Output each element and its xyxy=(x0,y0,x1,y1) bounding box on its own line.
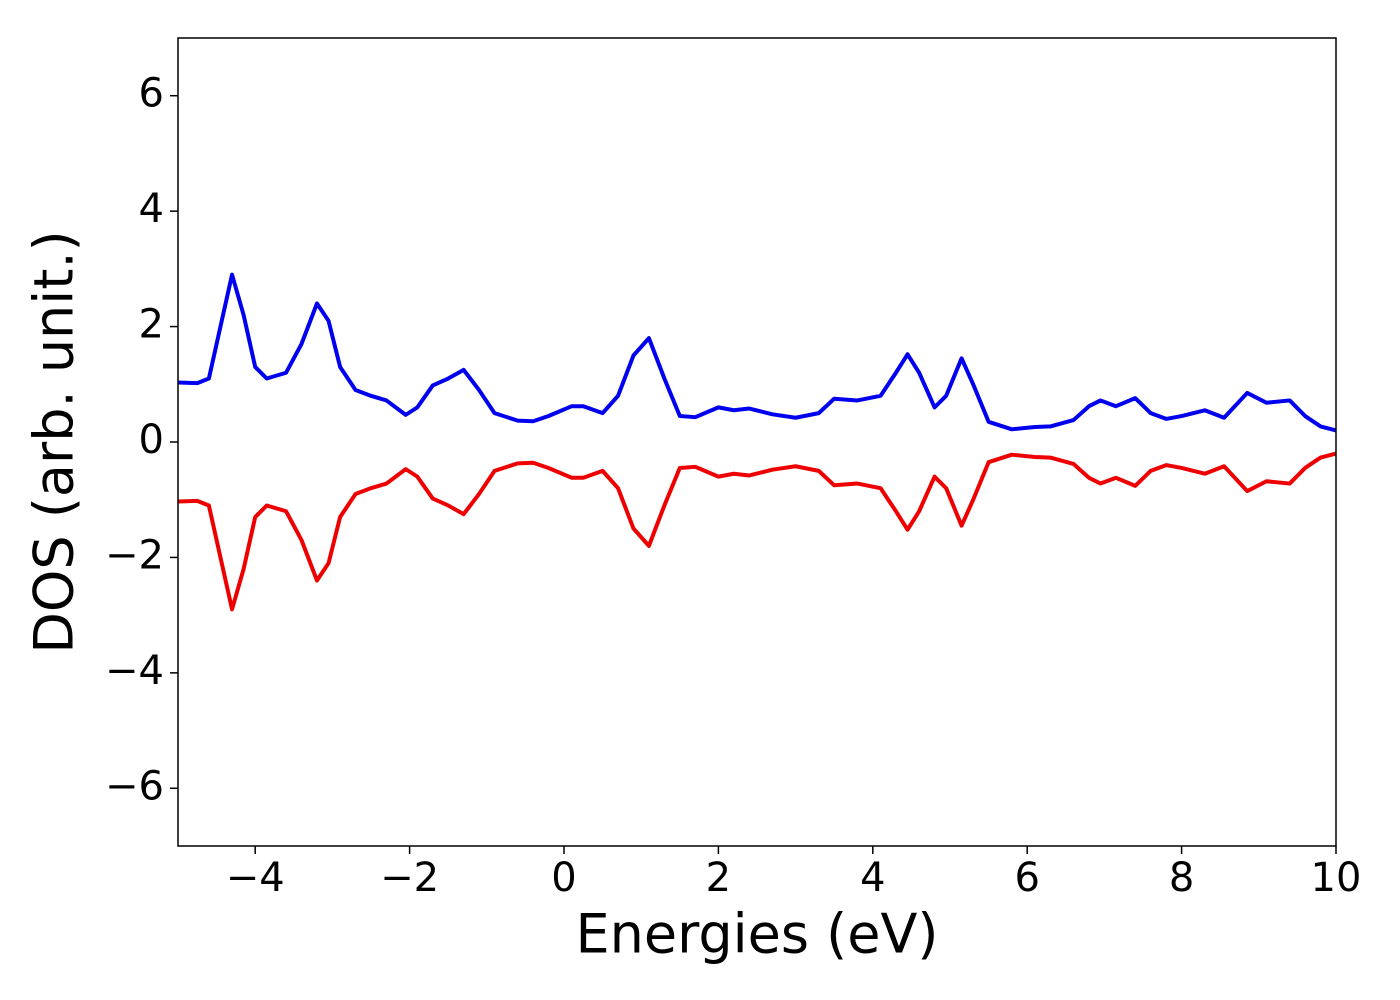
y-tick-label: −6 xyxy=(105,763,164,809)
x-tick-label: 6 xyxy=(1014,855,1039,901)
line-series xyxy=(177,451,1337,612)
x-axis-label: Energies (eV) xyxy=(576,903,939,966)
x-tick-label: −2 xyxy=(380,855,439,901)
plot-frame xyxy=(177,37,1337,847)
x-tick-label: 10 xyxy=(1311,855,1362,901)
y-tick-label: 0 xyxy=(139,417,164,463)
y-tick-label: 2 xyxy=(139,302,164,348)
x-tick-label: 0 xyxy=(551,855,576,901)
line-series xyxy=(177,272,1337,433)
y-tick-label: 6 xyxy=(139,71,164,117)
x-tick-label: 4 xyxy=(860,855,885,901)
y-tick-label: −2 xyxy=(105,532,164,578)
x-tick-label: 8 xyxy=(1169,855,1194,901)
y-tick-label: −4 xyxy=(105,648,164,694)
x-tick-label: 2 xyxy=(706,855,731,901)
x-tick-label: −4 xyxy=(226,855,285,901)
y-axis-label: DOS (arb. unit.) xyxy=(23,230,86,653)
y-tick-label: 4 xyxy=(139,186,164,232)
